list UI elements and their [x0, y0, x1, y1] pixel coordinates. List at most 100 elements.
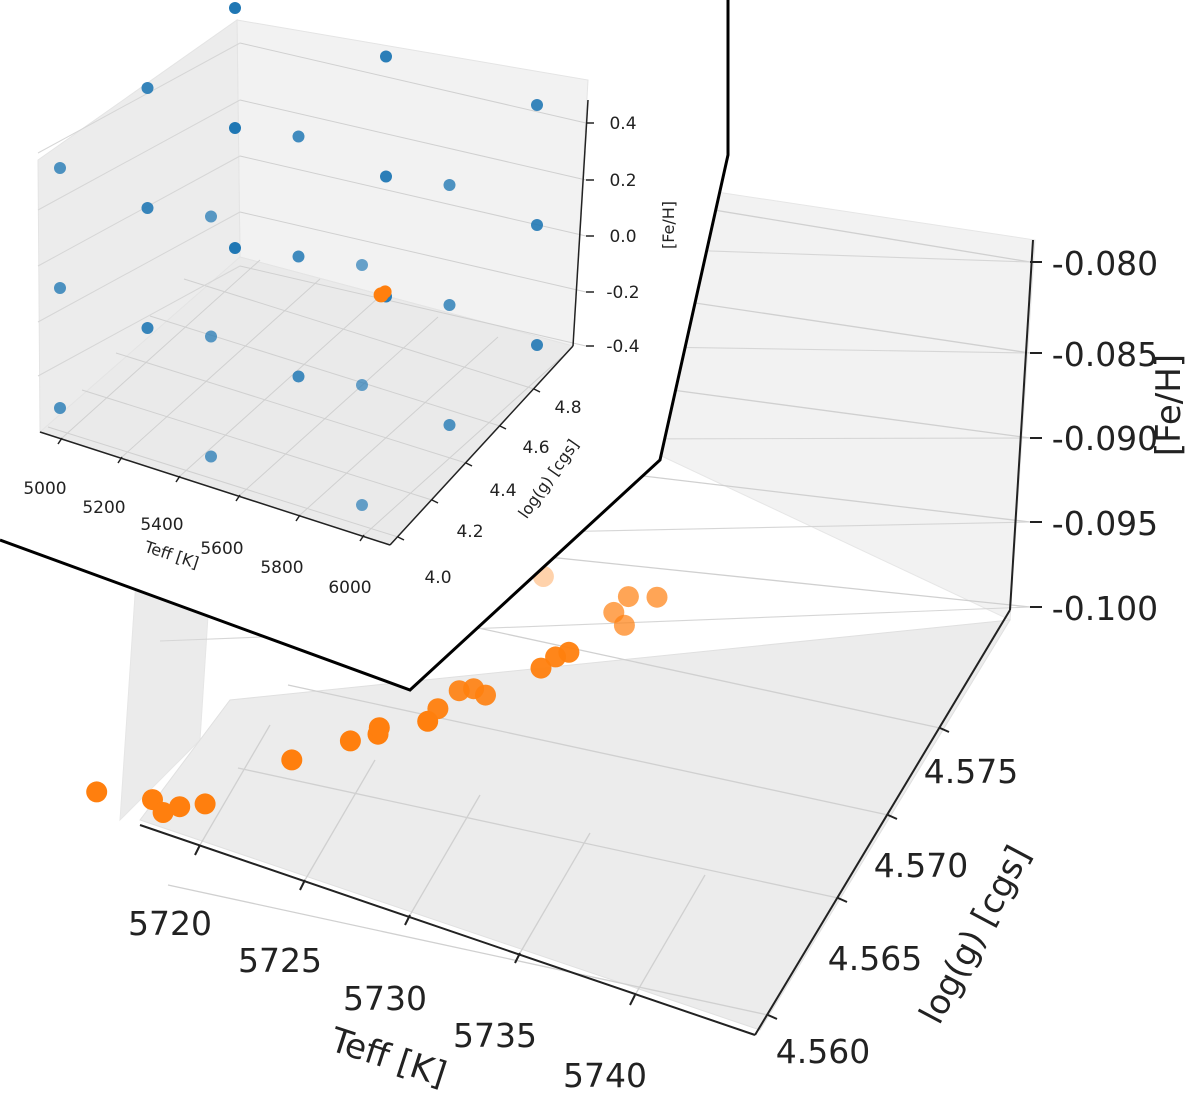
- main-data-point: [339, 730, 361, 752]
- inset-grid-point: [141, 82, 154, 94]
- inset-xtick-mark: [295, 514, 301, 522]
- main-ztick-label: -0.095: [1052, 504, 1158, 543]
- inset-grid-point: [141, 202, 154, 214]
- inset-ztick-label: -0.2: [606, 283, 639, 303]
- inset-grid-point: [292, 250, 305, 263]
- inset-grid-z-left: [37, 211, 241, 323]
- main-grid-y-line: [237, 767, 839, 899]
- main-ztick-label: -0.085: [1052, 335, 1158, 374]
- inset-border: [0, 0, 730, 692]
- main-grid-x-line: [634, 874, 706, 996]
- main-data-point: [427, 698, 449, 720]
- inset-grid-point: [292, 370, 305, 383]
- main-data-point: [169, 796, 191, 818]
- main-data-point: [530, 657, 552, 679]
- inset-grid-point: [229, 122, 241, 134]
- main-data-point: [368, 717, 390, 739]
- main-data-point: [194, 793, 216, 815]
- inset-ytick-label: 4.6: [522, 438, 549, 458]
- inset-grid-z-line: [239, 265, 587, 347]
- inset-grid-z-line: [239, 155, 587, 237]
- main-grid-y-line: [287, 684, 889, 816]
- inset-ztick-label: 0.0: [609, 227, 636, 247]
- main-grid-x-line: [519, 832, 591, 954]
- inset-axis-z-line: [572, 99, 589, 347]
- main-xtick-label: 5735: [453, 1016, 537, 1055]
- main-zlabel: [Fe/H]: [1149, 354, 1189, 456]
- main-ztick-label: -0.090: [1052, 419, 1158, 458]
- main-ytick-mark: [767, 1014, 778, 1020]
- main-grid-y-line: [167, 884, 769, 1016]
- inset-grid-point: [443, 179, 456, 191]
- main-data-point: [152, 802, 174, 823]
- main-ytick-mark: [837, 897, 848, 903]
- inset-grid-x-line: [299, 336, 499, 516]
- main-xtick-mark: [514, 952, 521, 964]
- main-data-point: [475, 684, 496, 706]
- inset-grid-point: [229, 242, 241, 254]
- inset-xtick-mark: [175, 475, 181, 483]
- inset-grid-point: [54, 282, 66, 294]
- main-data-point: [646, 586, 668, 608]
- main-pane-floor: [139, 619, 1011, 1031]
- inset-grid-point: [356, 379, 368, 391]
- inset-grid-point: [531, 219, 543, 231]
- main-data-point: [86, 781, 108, 803]
- inset-ytick-mark: [431, 499, 439, 504]
- inset-grid-z-left: [37, 99, 241, 211]
- main-ytick-mark: [887, 814, 898, 820]
- inset-grid-z-left: [37, 265, 241, 377]
- inset-points: [54, 2, 543, 511]
- inset-ytick-label: 4.8: [554, 398, 581, 418]
- main-grid-x-line: [199, 724, 271, 846]
- inset-ytick-label: 4.0: [424, 568, 451, 588]
- inset-ztick-label: -0.4: [606, 337, 639, 357]
- inset-zlabel: [Fe/H]: [659, 201, 678, 249]
- inset-grid-y-line: [47, 426, 399, 538]
- main-ytick-label: 4.575: [924, 752, 1018, 791]
- inset-grid-point: [205, 330, 217, 343]
- inset-highlight-point: [378, 285, 392, 299]
- main-ytick-label: 4.570: [874, 846, 968, 885]
- inset-grid-x-line: [121, 278, 321, 458]
- main-grid-x-line: [409, 794, 481, 916]
- inset-ytick-label: 4.2: [456, 522, 483, 542]
- inset-grid-z-line: [239, 99, 587, 181]
- inset-grid-point: [292, 130, 305, 143]
- inset-grid-point: [443, 419, 456, 431]
- inset-xtick-label: 5000: [23, 479, 66, 499]
- inset-grid-point: [380, 50, 392, 63]
- inset-grid-point: [229, 2, 241, 14]
- main-ztick-label: -0.080: [1052, 244, 1158, 283]
- inset-ytick-mark: [499, 425, 507, 430]
- main-ytick-mark: [939, 727, 950, 733]
- inset-grid-z-line: [239, 211, 587, 293]
- main-xtick-label: 5725: [238, 941, 322, 980]
- inset-ticks: 5000 5200 5400 5600 5800 6000 4.0 4.2 4.4 4.64.8 0…: [23, 114, 639, 598]
- main-xtick-mark: [299, 879, 306, 891]
- inset-axis-x-line: [39, 431, 391, 546]
- inset-axes: 5000 5200 5400 5600 5800 6000 4.0 4.2 4.4 4.64.8 0…: [23, 2, 678, 598]
- main-ztick-label: -0.100: [1052, 589, 1158, 628]
- main-grid-x-line: [304, 759, 376, 881]
- main-axis-y-line: [754, 609, 1011, 1036]
- inset-ytick-mark: [465, 462, 473, 467]
- main-data-point: [281, 749, 303, 771]
- inset-grid-point: [380, 170, 392, 183]
- inset-grid-point: [531, 339, 543, 351]
- inset-xtick-mark: [235, 494, 241, 502]
- inset-grid-point: [356, 499, 368, 511]
- main-ytick-label: 4.565: [828, 939, 922, 978]
- inset-xtick-label: 5800: [260, 558, 303, 578]
- main-xlabel: Teff [K]: [325, 1020, 451, 1095]
- main-xtick-label: 5730: [343, 979, 427, 1018]
- main-xtick-mark: [194, 844, 201, 856]
- main-ticks: 5720 5725 5730 5735 5740 4.560 4.565 4.570 4.575…: [128, 244, 1158, 1095]
- main-xtick-label: 5720: [128, 904, 212, 943]
- inset-xtick-mark: [117, 456, 123, 464]
- inset-axis-y-line: [389, 345, 574, 546]
- main-data-point: [613, 614, 635, 636]
- inset-xtick-label: 5600: [200, 539, 243, 559]
